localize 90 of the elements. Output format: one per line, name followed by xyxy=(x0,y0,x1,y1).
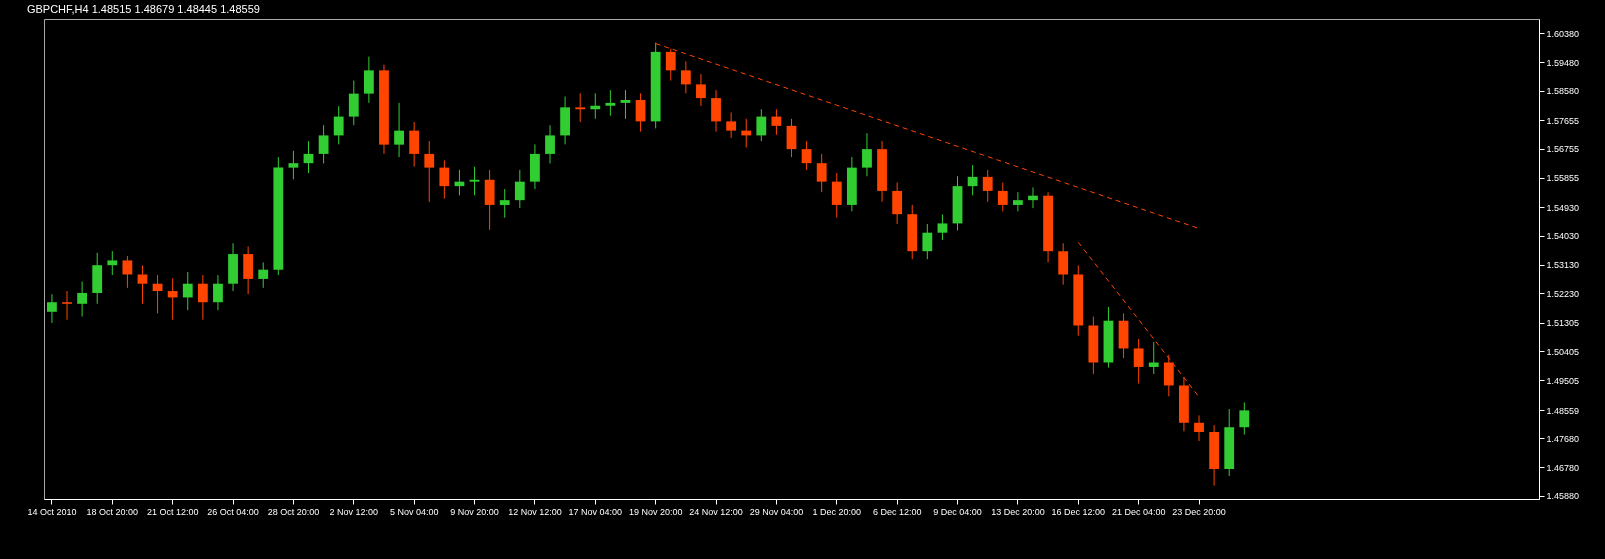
candlestick xyxy=(816,153,827,193)
x-tick-label: 16 Dec 12:00 xyxy=(1051,506,1106,517)
candlestick xyxy=(1194,414,1204,442)
y-tick-label: 1.50405 xyxy=(1546,346,1580,357)
x-tick-label: 1 Dec 20:00 xyxy=(812,506,862,517)
candlestick xyxy=(635,92,646,133)
candlestick xyxy=(424,140,435,203)
candlestick xyxy=(409,121,420,168)
candlestick xyxy=(1148,341,1159,375)
candlestick xyxy=(514,169,525,209)
x-tick-label: 9 Nov 20:00 xyxy=(450,506,499,517)
candlestick xyxy=(620,89,631,120)
x-tick-label: 9 Dec 04:00 xyxy=(933,506,982,517)
candlestick xyxy=(756,108,767,142)
candlestick xyxy=(1058,242,1069,286)
candlestick xyxy=(711,89,721,133)
candlestick xyxy=(786,118,797,158)
candlestick xyxy=(348,80,359,126)
candlestick xyxy=(363,56,374,104)
y-tick-label: 1.47680 xyxy=(1546,433,1580,444)
x-tick-label: 17 Nov 04:00 xyxy=(568,506,623,517)
y-tick-label: 1.46780 xyxy=(1546,462,1580,473)
candlestick xyxy=(967,164,978,196)
candlestick xyxy=(122,255,133,289)
candlestick xyxy=(726,111,737,139)
y-tick-label: 1.54930 xyxy=(1546,202,1580,213)
y-tick-label: 1.49505 xyxy=(1546,375,1580,386)
x-tick-label: 19 Nov 20:00 xyxy=(628,506,683,517)
candlestick xyxy=(288,150,299,180)
x-tick-label: 28 Oct 20:00 xyxy=(267,506,320,517)
candlestick xyxy=(213,274,223,311)
candlestick xyxy=(997,182,1008,212)
candlestick xyxy=(469,166,480,196)
candlestick xyxy=(1239,401,1250,436)
candlestick xyxy=(1013,191,1023,212)
candlestick xyxy=(937,214,948,241)
candlestick xyxy=(62,290,72,321)
y-tick-label: 1.53130 xyxy=(1546,260,1580,271)
candlestick xyxy=(499,188,510,219)
y-tick-label: 1.55855 xyxy=(1546,173,1580,184)
candlestick xyxy=(137,265,148,305)
x-tick-label: 21 Oct 12:00 xyxy=(146,506,199,517)
x-tick-label: 5 Nov 04:00 xyxy=(389,506,439,517)
candlestick xyxy=(47,293,57,324)
candlestick xyxy=(1133,338,1144,385)
chart-title: GBPCHF,H4 1.48515 1.48679 1.48445 1.48559 xyxy=(26,3,260,15)
candlestick xyxy=(318,124,329,164)
x-tick-label: 24 Nov 12:00 xyxy=(689,506,743,517)
candlestick xyxy=(696,73,706,107)
candlestick xyxy=(258,261,269,289)
x-tick-label: 12 Nov 12:00 xyxy=(508,506,562,517)
y-tick-label: 1.45880 xyxy=(1546,491,1580,502)
candlestick xyxy=(605,89,616,117)
x-tick-label: 23 Dec 20:00 xyxy=(1172,506,1226,517)
y-tick-label: 1.54030 xyxy=(1546,231,1580,242)
candlestick xyxy=(545,124,555,164)
candlestick xyxy=(333,105,344,145)
x-tick-label: 26 Oct 04:00 xyxy=(207,506,259,517)
candlestick xyxy=(982,169,993,203)
candlestick xyxy=(665,48,676,82)
candlestick xyxy=(892,182,903,225)
y-tick-label: 1.59480 xyxy=(1546,57,1580,68)
y-tick-label: 1.58580 xyxy=(1546,86,1580,97)
candlestick xyxy=(77,280,88,318)
candlestick xyxy=(680,60,691,94)
candlestick xyxy=(862,132,872,177)
candlestick xyxy=(801,140,812,171)
x-tick-label: 21 Dec 04:00 xyxy=(1111,506,1166,517)
candlestick xyxy=(167,277,178,321)
x-tick-label: 2 Nov 12:00 xyxy=(329,506,379,517)
candlestick xyxy=(439,159,450,200)
y-tick-label: 1.56755 xyxy=(1546,144,1580,155)
candlestick xyxy=(197,274,208,321)
candlestick xyxy=(182,271,193,311)
y-tick-label: 1.52230 xyxy=(1546,288,1580,299)
candlestick xyxy=(922,223,933,260)
x-tick-label: 13 Dec 20:00 xyxy=(991,506,1045,517)
candlestick xyxy=(107,250,118,276)
candlestick xyxy=(394,102,404,158)
x-tick-label: 29 Nov 04:00 xyxy=(749,506,804,517)
candlestick xyxy=(1028,186,1038,209)
y-tick-label: 1.57655 xyxy=(1546,115,1580,126)
y-tick-label: 1.60380 xyxy=(1546,28,1580,39)
y-tick-label: 1.51305 xyxy=(1546,318,1580,329)
y-tick-label: 1.48559 xyxy=(1546,405,1580,416)
x-tick-label: 14 Oct 2010 xyxy=(27,506,77,517)
x-tick-label: 6 Dec 12:00 xyxy=(872,506,922,517)
candlestick xyxy=(831,172,842,219)
candlestick xyxy=(575,92,586,123)
x-tick-label: 18 Oct 20:00 xyxy=(86,506,139,517)
